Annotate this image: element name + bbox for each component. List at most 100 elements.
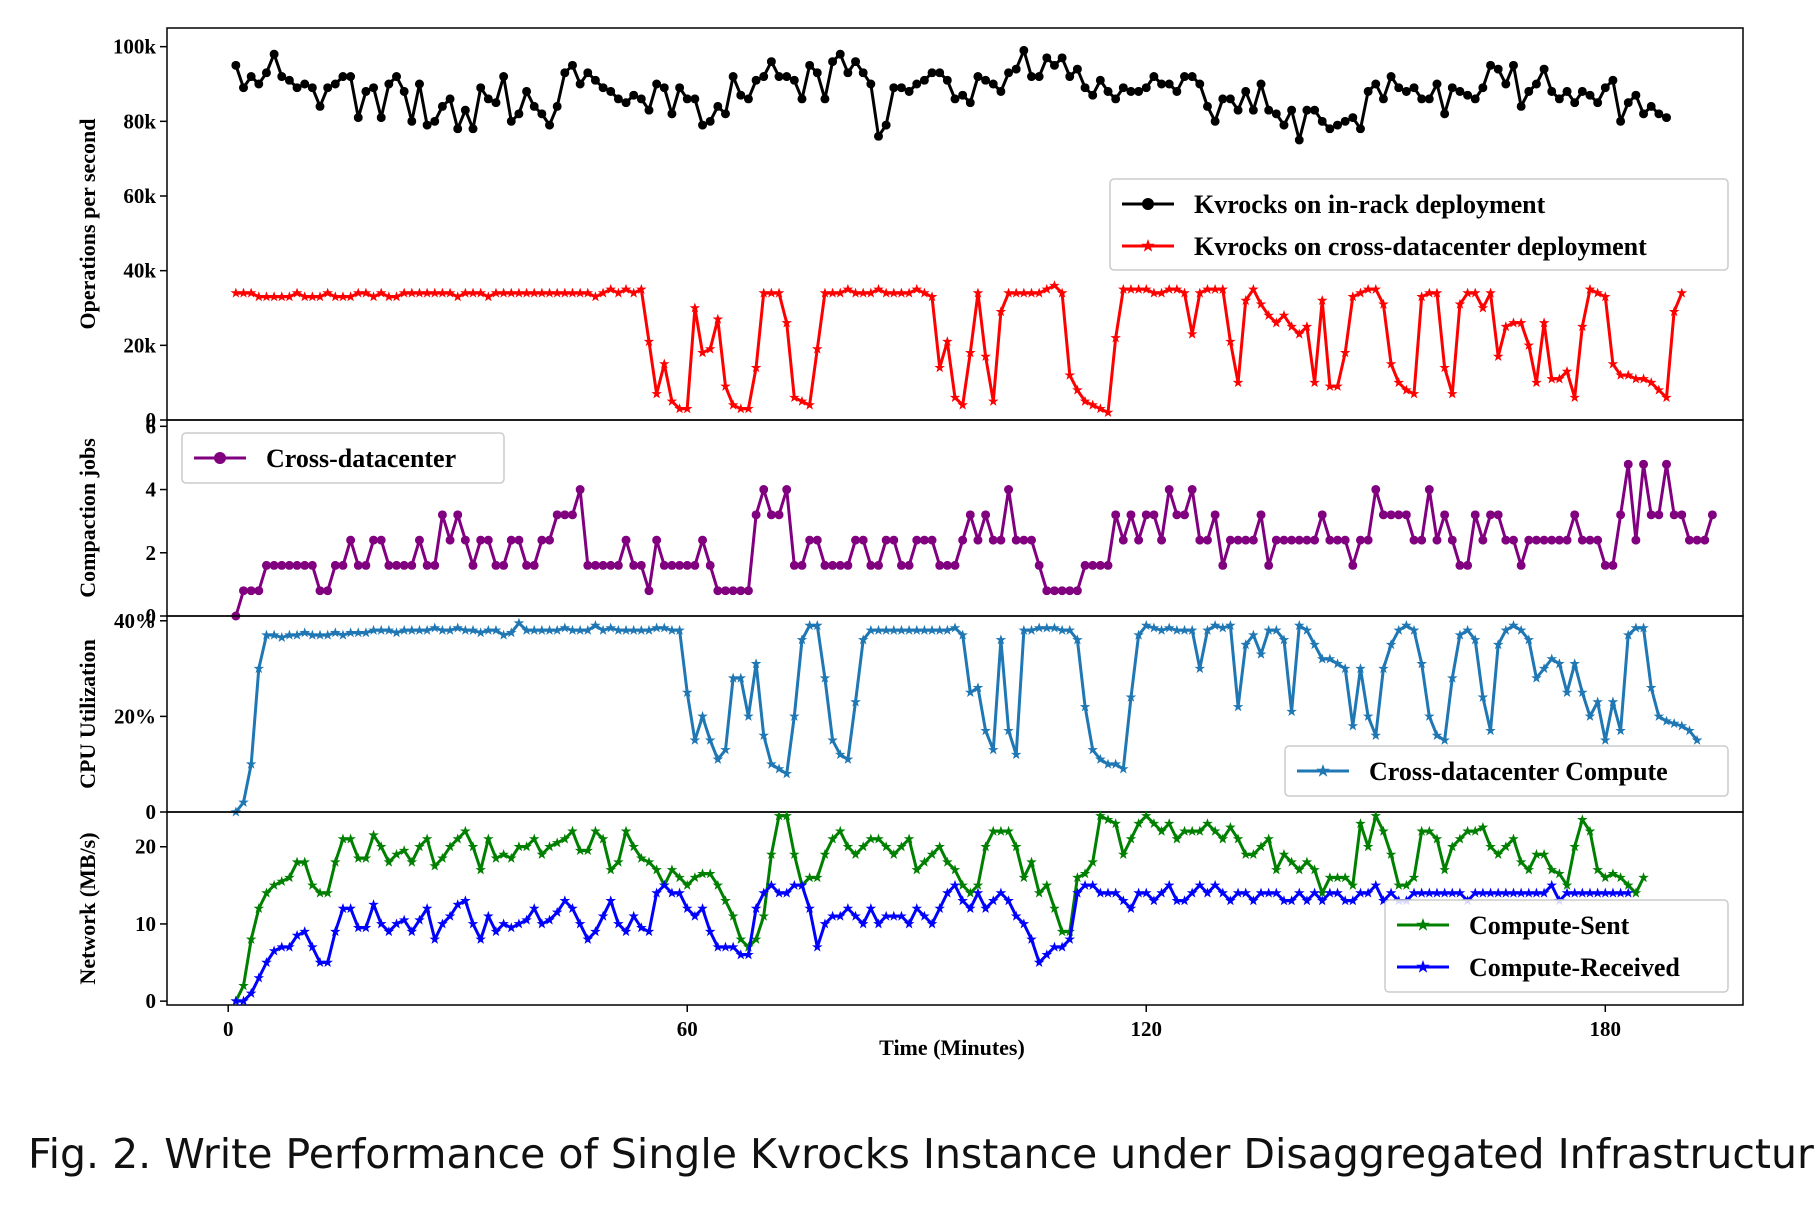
legend-entry: Cross-datacenter [194, 444, 456, 473]
data-point [1256, 510, 1266, 520]
data-point [330, 79, 340, 89]
data-point [667, 109, 677, 119]
data-point [1386, 510, 1396, 520]
data-point [376, 113, 386, 123]
data-point [460, 105, 470, 115]
series-1 [230, 810, 1649, 1006]
data-point [453, 510, 463, 520]
series-2 [230, 879, 1634, 1006]
data-point [414, 79, 424, 89]
data-point [1608, 560, 1618, 570]
series-line [235, 284, 1684, 414]
data-point [935, 560, 945, 570]
data-point [805, 60, 815, 70]
data-point [1440, 510, 1450, 520]
data-point [483, 535, 493, 545]
data-point [1463, 90, 1473, 100]
data-point [1325, 124, 1335, 134]
data-point [988, 535, 998, 545]
data-point [1065, 72, 1075, 82]
data-point [468, 560, 478, 570]
data-point [629, 90, 639, 100]
data-point [774, 72, 784, 82]
data-point [1539, 64, 1549, 74]
data-point [1317, 510, 1327, 520]
data-point [751, 510, 761, 520]
data-point [1027, 72, 1036, 82]
data-point [1608, 75, 1618, 85]
data-point [1554, 94, 1564, 104]
data-point [1034, 560, 1044, 570]
data-point [1279, 120, 1289, 130]
series-2 [230, 280, 1688, 418]
data-point [1333, 535, 1343, 545]
data-point [384, 79, 394, 89]
data-point [1539, 535, 1549, 545]
data-point [460, 535, 470, 545]
data-point [476, 535, 486, 545]
data-point [598, 560, 608, 570]
data-point [629, 560, 639, 570]
data-point [613, 94, 623, 104]
data-point [1187, 72, 1197, 82]
data-point [437, 101, 447, 111]
data-point [1562, 535, 1572, 545]
data-point [1118, 83, 1128, 93]
y-axis-label: Network (MB/s) [75, 832, 100, 984]
data-point [1111, 94, 1121, 104]
data-point [675, 83, 685, 93]
data-point [330, 560, 340, 570]
data-point [1172, 86, 1182, 96]
data-point [1600, 734, 1611, 745]
data-point [1134, 86, 1144, 96]
data-point [1492, 351, 1504, 362]
data-point [384, 560, 394, 570]
data-point [1103, 86, 1113, 96]
data-point [996, 535, 1006, 545]
data-point [1072, 586, 1082, 596]
legend-label: Kvrocks on in-rack deployment [1194, 190, 1546, 219]
legend-marker [1142, 198, 1154, 210]
data-point [1508, 535, 1518, 545]
data-point [1570, 510, 1580, 520]
panel-4: 0 10 20 Network (MB/s) Compute-Sent Compute-R… [75, 810, 1744, 1013]
data-point [919, 75, 929, 85]
data-point [1042, 53, 1052, 63]
data-point [1004, 68, 1014, 78]
data-point [1654, 109, 1664, 119]
data-point [545, 120, 555, 130]
data-point [606, 560, 616, 570]
data-point [1585, 90, 1595, 100]
data-point [1019, 45, 1029, 55]
data-point [567, 510, 577, 520]
data-point [1157, 535, 1167, 545]
data-point [1355, 124, 1365, 134]
x-tick-label: 120 [1131, 1017, 1163, 1041]
data-point [1455, 560, 1465, 570]
data-point [369, 83, 379, 93]
legend-entry: Kvrocks on in-rack deployment [1122, 190, 1546, 219]
data-point [1577, 86, 1587, 96]
data-point [1493, 510, 1503, 520]
data-point [1210, 510, 1220, 520]
data-point [422, 560, 432, 570]
data-point [889, 535, 899, 545]
legend-entry: Cross-datacenter Compute [1297, 757, 1668, 786]
data-point [1371, 79, 1381, 89]
data-point [491, 98, 501, 108]
data-point [873, 131, 883, 141]
legend-entry: Compute-Sent [1397, 911, 1630, 940]
data-point [851, 535, 861, 545]
data-point [835, 560, 845, 570]
data-point [698, 120, 708, 130]
data-point [1447, 535, 1457, 545]
data-point [1080, 560, 1090, 570]
data-point [1095, 75, 1105, 85]
data-point [958, 535, 968, 545]
data-point [927, 535, 937, 545]
data-point [1440, 109, 1450, 119]
data-point [1692, 535, 1702, 545]
data-point [1264, 560, 1274, 570]
data-point [1111, 510, 1121, 520]
